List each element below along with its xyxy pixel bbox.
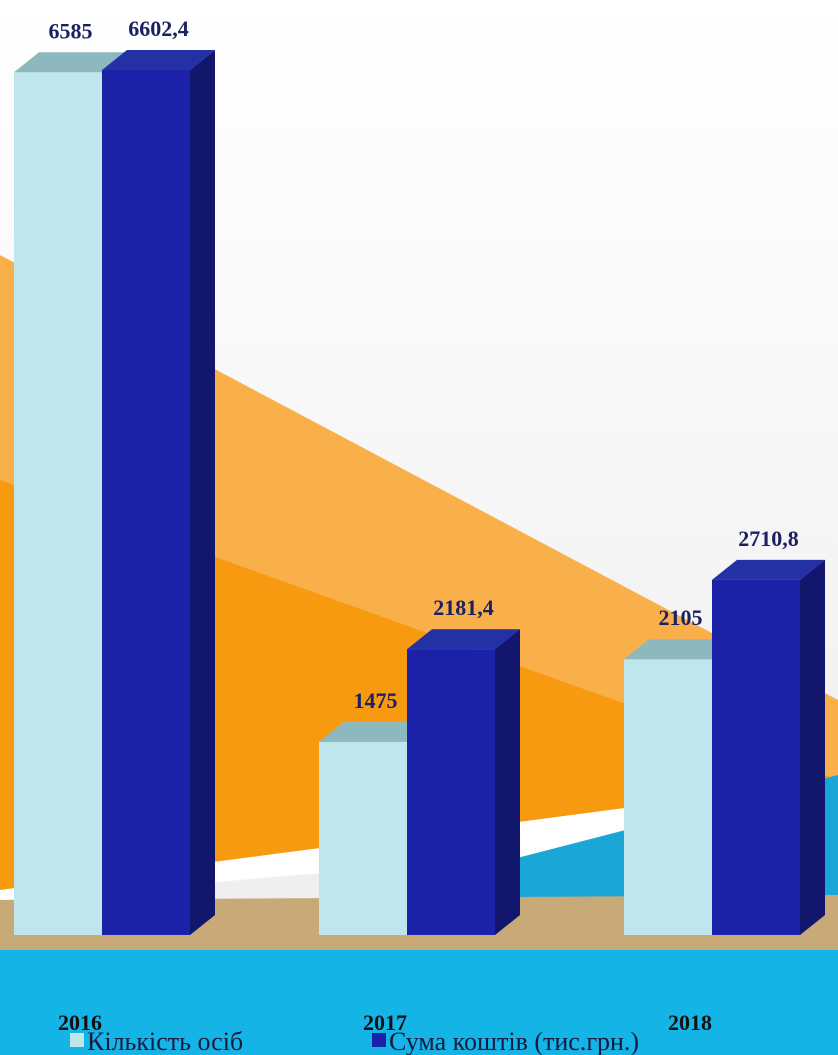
legend: Кількість осіб Сума коштів (тис.грн.) — [70, 1027, 639, 1055]
value-label: 1475 — [354, 688, 398, 713]
value-label: 2710,8 — [738, 526, 799, 551]
value-label: 2181,4 — [433, 595, 494, 620]
bar-top-shade — [712, 559, 825, 580]
bar — [102, 50, 215, 935]
x-tick-label: 2016 — [58, 1010, 102, 1035]
x-tick-label: 2017 — [363, 1010, 407, 1035]
bar-side-shade — [190, 50, 215, 935]
plot: 6585 6602,4 2016 1475 2181,4 2017 2105 2710,8 20… — [14, 16, 825, 1035]
bar-front — [712, 579, 800, 935]
bar-front — [319, 741, 407, 935]
legend-label: Сума коштів (тис.грн.) — [389, 1027, 639, 1055]
value-label: 6585 — [49, 18, 93, 43]
bar-top-shade — [102, 50, 215, 70]
bar-front — [14, 72, 102, 936]
bar-top — [712, 559, 825, 580]
legend-swatch — [70, 1033, 84, 1047]
bar-top-shade — [407, 629, 520, 650]
bar-top — [102, 50, 215, 70]
bar-side — [800, 559, 825, 935]
x-tick-label: 2018 — [668, 1010, 712, 1035]
bar-top — [407, 629, 520, 650]
footer-band — [0, 950, 838, 1055]
bar-side — [190, 50, 215, 935]
bar — [407, 629, 520, 935]
bar — [712, 559, 825, 935]
value-label: 6602,4 — [128, 16, 189, 41]
bar-side-shade — [800, 559, 825, 935]
value-label: 2105 — [659, 605, 703, 630]
bar-side-shade — [495, 629, 520, 935]
bar-top-shade — [319, 721, 432, 742]
bar-side — [495, 629, 520, 935]
legend-swatch — [372, 1033, 386, 1047]
bar-front — [407, 649, 495, 935]
bar-front — [624, 659, 712, 935]
bar-top-shade — [14, 52, 127, 73]
legend-label: Кількість осіб — [87, 1027, 243, 1055]
bar-top-shade — [624, 639, 737, 660]
bar-front — [102, 70, 190, 935]
